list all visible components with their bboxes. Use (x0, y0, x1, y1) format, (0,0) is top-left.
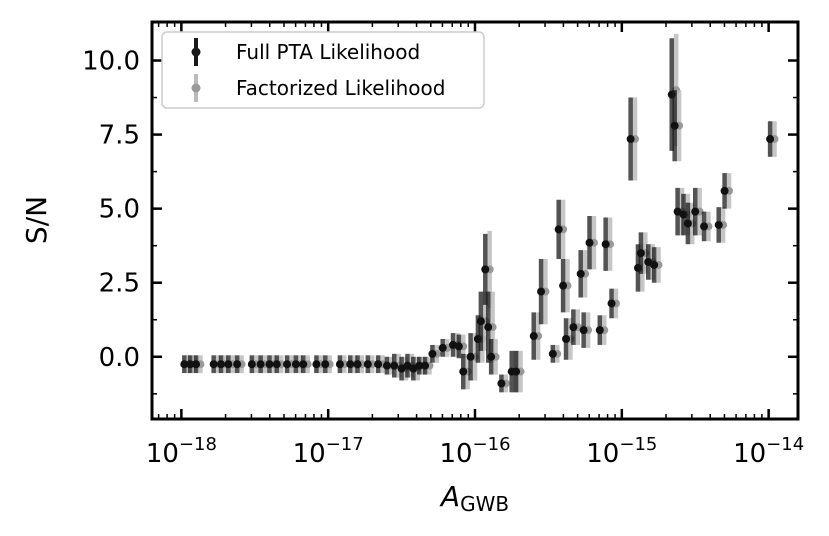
data-point (569, 323, 578, 332)
data-point (283, 360, 292, 369)
y-tick-label: 0.0 (99, 343, 140, 373)
data-point (683, 219, 692, 228)
y-tick-label: 7.5 (99, 121, 140, 151)
data-point (576, 269, 585, 278)
legend: Full PTA Likelihood Factorized Likelihoo… (161, 31, 485, 109)
data-point (720, 186, 729, 195)
data-point (192, 360, 201, 369)
data-point (595, 326, 604, 335)
series-full-pta (180, 38, 775, 393)
x-tick-label: 10−15 (586, 434, 657, 469)
data-point (265, 360, 274, 369)
data-point (537, 287, 546, 296)
data-point (548, 349, 557, 358)
y-tick-label: 5.0 (99, 195, 140, 225)
data-point (421, 361, 430, 370)
data-point (562, 335, 571, 344)
data-point (626, 135, 635, 144)
x-axis-label-main: A (439, 480, 460, 513)
data-point (299, 360, 308, 369)
points-layer (180, 33, 779, 393)
data-point (428, 349, 437, 358)
data-point (670, 121, 679, 130)
data-point (454, 342, 463, 351)
data-point (691, 207, 700, 216)
data-point (579, 326, 588, 335)
data-point (529, 332, 538, 341)
data-point (321, 360, 330, 369)
x-tick-label: 10−16 (439, 434, 510, 469)
data-point (766, 135, 775, 144)
data-point (636, 249, 645, 258)
legend-label-factorized: Factorized Likelihood (236, 76, 445, 100)
data-point (335, 360, 344, 369)
data-point (476, 317, 485, 326)
data-point (382, 361, 391, 370)
data-point (186, 360, 195, 369)
data-point (363, 360, 372, 369)
data-point (607, 299, 616, 308)
data-point (559, 281, 568, 290)
data-point (353, 360, 362, 369)
x-tick-label: 10−17 (293, 434, 364, 469)
data-point (650, 260, 659, 269)
x-tick-label: 10−14 (733, 434, 804, 469)
data-point (466, 352, 475, 361)
data-point (438, 343, 447, 352)
data-point (224, 360, 233, 369)
data-point (459, 367, 468, 376)
data-point (272, 360, 281, 369)
data-point (481, 265, 490, 274)
data-point (390, 361, 399, 370)
legend-box (161, 31, 485, 109)
data-point (180, 360, 189, 369)
data-point (484, 323, 493, 332)
data-point (554, 225, 563, 234)
x-axis-label-sub: GWB (460, 492, 509, 516)
data-point (233, 360, 242, 369)
data-point (700, 222, 709, 231)
data-point (679, 210, 688, 219)
legend-marker-full (191, 47, 201, 57)
x-axis-label: AGWB (439, 480, 509, 516)
data-point (256, 360, 265, 369)
data-point (291, 360, 300, 369)
data-point (487, 352, 496, 361)
data-point (312, 360, 321, 369)
data-point (497, 379, 506, 388)
y-tick-label: 2.5 (99, 269, 140, 299)
data-point (374, 360, 383, 369)
data-point (247, 360, 256, 369)
data-point (217, 360, 226, 369)
data-point (585, 238, 594, 247)
x-tick-label: 10−18 (146, 434, 217, 469)
ticks-layer: 0.0 2.5 5.0 7.5 10.0 10−18 10−17 10−16 10−15 10−1… (82, 22, 804, 469)
y-axis-label: S/N (20, 196, 53, 244)
data-point (512, 367, 521, 376)
y-tick-label: 10.0 (82, 47, 140, 77)
data-point (209, 360, 218, 369)
data-point (714, 220, 723, 229)
plot-frame (150, 20, 800, 421)
data-point (415, 361, 424, 370)
data-point (601, 240, 610, 249)
data-point (346, 360, 355, 369)
legend-marker-factorized (191, 83, 201, 93)
legend-label-full: Full PTA Likelihood (236, 40, 420, 64)
